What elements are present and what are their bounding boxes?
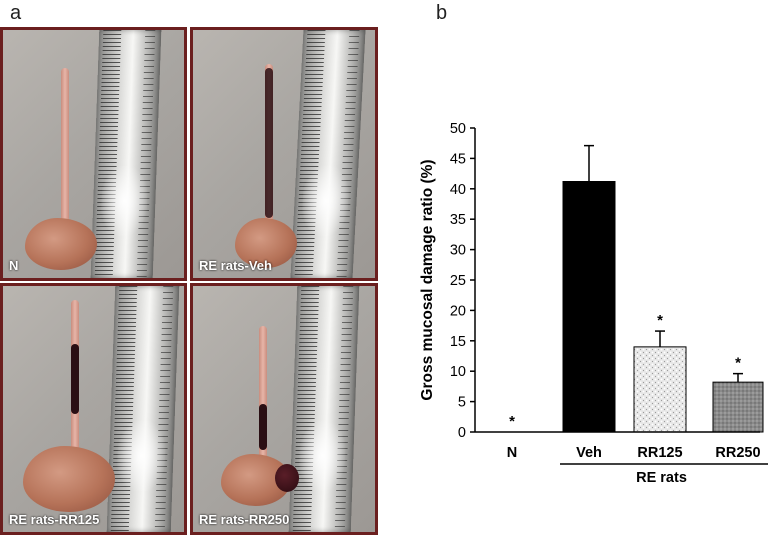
esophagus-image <box>259 326 267 466</box>
y-tick-label: 0 <box>458 425 466 441</box>
photo-label-re-rr125: RE rats-RR125 <box>9 512 100 527</box>
significance-star: * <box>509 413 515 430</box>
y-axis-label: Gross mucosal damage ratio (%) <box>419 159 436 400</box>
bar-chart: 0 5 10 15 20 25 30 35 40 45 50 * * * N Veh RR125 RR250 R… <box>419 121 768 486</box>
ruler-image <box>288 286 360 532</box>
dark-tissue-image <box>275 464 299 492</box>
ruler-image <box>106 286 180 532</box>
y-tick-label: 15 <box>450 334 466 350</box>
photo-label-re-veh: RE rats-Veh <box>199 258 272 273</box>
photo-label-re-rr250: RE rats-RR250 <box>199 512 290 527</box>
y-tick-label: 10 <box>450 364 466 380</box>
x-tick-label: RR125 <box>637 445 682 461</box>
y-tick-label: 40 <box>450 182 466 198</box>
bar-veh <box>562 181 616 433</box>
y-tick-label: 25 <box>450 273 466 289</box>
ruler-image <box>90 30 162 278</box>
lesion-image <box>71 344 79 414</box>
x-tick-label: RR250 <box>715 445 760 461</box>
y-tick-label: 30 <box>450 243 466 259</box>
panel-b-letter: b <box>436 2 448 24</box>
lesion-image <box>259 404 267 450</box>
photo-re-rr250: RE rats-RR250 <box>190 283 378 535</box>
significance-star: * <box>735 355 741 372</box>
bar-rr250 <box>712 381 764 433</box>
photo-re-rr125: RE rats-RR125 <box>0 283 187 535</box>
stomach-image <box>25 218 97 270</box>
group-label: RE rats <box>636 470 687 486</box>
photo-n: N <box>0 27 187 281</box>
y-tick-label: 20 <box>450 303 466 319</box>
ruler-image <box>290 30 366 278</box>
x-tick-label: Veh <box>576 445 602 461</box>
y-axis: 0 5 10 15 20 25 30 35 40 45 50 <box>450 121 476 441</box>
bar-rr125 <box>633 346 687 433</box>
y-tick-label: 35 <box>450 212 466 228</box>
x-tick-label: N <box>507 445 517 461</box>
y-tick-label: 50 <box>450 121 466 137</box>
photo-label-n: N <box>9 258 19 273</box>
y-tick-label: 45 <box>450 151 466 167</box>
bars: * * * <box>509 144 764 433</box>
y-tick-label: 5 <box>458 395 466 411</box>
panel-a-letter: a <box>10 2 22 24</box>
stomach-image <box>235 218 297 268</box>
lesion-image <box>265 68 273 218</box>
x-axis: N Veh RR125 RR250 RE rats <box>475 431 768 486</box>
significance-star: * <box>657 312 663 329</box>
stomach-image <box>23 446 115 512</box>
photo-re-veh: RE rats-Veh <box>190 27 378 281</box>
esophagus-image <box>61 68 69 240</box>
